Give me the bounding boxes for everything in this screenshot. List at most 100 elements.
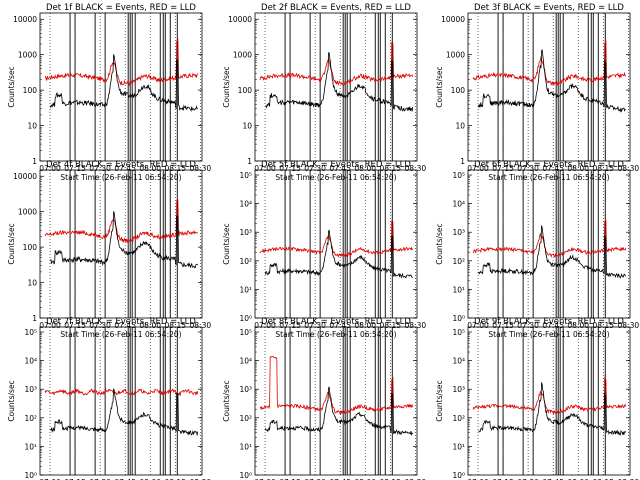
panel-title: Det 5f BLACK = Events, RED = LLD xyxy=(261,160,411,170)
y-axis-label: Counts/sec xyxy=(435,223,444,264)
x-tick-label: 08:15 xyxy=(592,164,614,173)
plot-frame xyxy=(39,169,203,319)
panel-9: Det 9f BLACK = Events, RED = LLD 10⁰ 10¹ 10… xyxy=(435,317,639,480)
y-tick-label: 10000 xyxy=(13,172,37,181)
y-tick-label: 10¹ xyxy=(239,285,252,294)
y-tick-label: 10000 xyxy=(228,15,252,24)
x-tick-label: 08:00 xyxy=(567,478,589,480)
series-lld xyxy=(44,38,199,87)
y-tick-label: 10⁴ xyxy=(452,200,465,209)
plot-frame xyxy=(39,12,203,162)
panel-title: Det 2f BLACK = Events, RED = LLD xyxy=(261,3,411,13)
x-tick-label: 07:15 xyxy=(492,164,514,173)
y-axis-label: Counts/sec xyxy=(222,223,231,264)
plot-frame xyxy=(254,326,418,476)
x-tick-label: 07:30 xyxy=(517,478,539,480)
x-tick-label: 08:30 xyxy=(405,164,427,173)
y-tick-label: 100 xyxy=(238,86,253,95)
y-tick-label: 1 xyxy=(460,157,465,166)
y-axis-label: Counts/sec xyxy=(222,66,231,107)
x-tick-label: 08:30 xyxy=(190,478,212,480)
x-tick-label: 08:00 xyxy=(567,321,589,330)
x-tick-label: 07:45 xyxy=(329,164,351,173)
panel-8: Det 8f BLACK = Events, RED = LLD 10⁰ 10¹ 10… xyxy=(222,317,426,480)
y-axis-label: Counts/sec xyxy=(435,380,444,421)
x-tick-label: 07:45 xyxy=(542,321,564,330)
x-axis-label: Start Time (26-Feb-11 06:54:20) xyxy=(488,330,609,339)
x-tick-label: 07:45 xyxy=(114,164,136,173)
y-tick-label: 10⁰ xyxy=(452,314,465,323)
x-tick-label: 08:30 xyxy=(618,478,640,480)
panel-4: Det 4f BLACK = Events, RED = LLD11010010… xyxy=(7,160,211,339)
y-tick-label: 10⁵ xyxy=(239,328,252,337)
series-events xyxy=(265,386,414,436)
y-tick-label: 10¹ xyxy=(452,285,465,294)
x-axis-label: Start Time (26-Feb-11 06:54:20) xyxy=(60,173,181,182)
y-tick-label: 10 xyxy=(27,122,37,131)
plot-frame xyxy=(39,326,203,476)
x-tick-label: 08:00 xyxy=(139,164,161,173)
x-tick-label: 08:00 xyxy=(139,478,161,480)
y-tick-label: 1 xyxy=(32,314,37,323)
series-lld xyxy=(472,219,627,258)
y-tick-label: 100 xyxy=(23,243,38,252)
x-tick-label: 08:15 xyxy=(379,164,401,173)
series-lld xyxy=(259,355,414,415)
y-tick-label: 10¹ xyxy=(24,442,37,451)
x-tick-label: 07:00 xyxy=(39,164,61,173)
series-events xyxy=(50,54,198,112)
x-tick-label: 07:45 xyxy=(114,478,136,480)
y-tick-label: 1 xyxy=(247,157,252,166)
y-tick-label: 10³ xyxy=(239,228,252,237)
x-tick-label: 08:30 xyxy=(405,321,427,330)
x-tick-label: 07:30 xyxy=(517,164,539,173)
x-tick-label: 07:00 xyxy=(39,321,61,330)
panel-3: Det 3f BLACK = Events, RED = LLD 1 10 100 10… xyxy=(435,3,639,182)
x-tick-label: 07:30 xyxy=(304,478,326,480)
series-lld xyxy=(472,40,627,87)
y-tick-label: 10² xyxy=(24,414,37,423)
y-tick-label: 1000 xyxy=(18,208,37,217)
y-tick-label: 100 xyxy=(23,86,38,95)
x-tick-label: 07:45 xyxy=(542,164,564,173)
y-tick-label: 10⁴ xyxy=(239,200,252,209)
series-lld xyxy=(259,220,414,258)
x-tick-label: 07:15 xyxy=(64,164,86,173)
panel-2: Det 2f BLACK = Events, RED = LLD 1 10 100 10… xyxy=(222,3,426,182)
x-tick-label: 07:15 xyxy=(492,478,514,480)
x-tick-label: 07:45 xyxy=(542,478,564,480)
x-tick-label: 08:15 xyxy=(592,478,614,480)
x-tick-label: 08:15 xyxy=(164,164,186,173)
x-tick-label: 07:45 xyxy=(329,478,351,480)
x-axis-label: Start Time (26-Feb-11 06:54:20) xyxy=(275,173,396,182)
x-tick-label: 07:00 xyxy=(39,478,61,480)
y-tick-label: 10⁰ xyxy=(24,471,37,480)
x-tick-label: 08:00 xyxy=(354,321,376,330)
x-tick-label: 07:15 xyxy=(279,164,301,173)
series-lld xyxy=(44,197,198,244)
y-tick-label: 10⁵ xyxy=(452,328,465,337)
x-tick-label: 08:30 xyxy=(618,321,640,330)
y-tick-label: 10⁰ xyxy=(452,471,465,480)
x-tick-label: 07:30 xyxy=(89,164,111,173)
panel-title: Det 7f BLACK = Events, RED = LLD xyxy=(46,317,196,327)
plot-frame xyxy=(254,169,418,319)
panel-title: Det 9f BLACK = Events, RED = LLD xyxy=(474,317,624,327)
y-tick-label: 10⁵ xyxy=(239,171,252,180)
y-tick-label: 10⁵ xyxy=(24,328,37,337)
y-tick-label: 10000 xyxy=(13,15,37,24)
y-tick-label: 10⁰ xyxy=(239,471,252,480)
x-tick-label: 07:45 xyxy=(114,321,136,330)
plot-frame xyxy=(467,12,631,162)
x-axis-label: Start Time (26-Feb-11 06:54:20) xyxy=(60,330,181,339)
x-tick-label: 07:00 xyxy=(467,478,489,480)
x-tick-label: 07:30 xyxy=(304,164,326,173)
x-tick-label: 07:00 xyxy=(254,164,276,173)
x-tick-label: 07:30 xyxy=(517,321,539,330)
x-axis-label: Start Time (26-Feb-11 06:54:20) xyxy=(488,173,609,182)
panel-title: Det 4f BLACK = Events, RED = LLD xyxy=(46,160,196,170)
panel-6: Det 6f BLACK = Events, RED = LLD10⁰10¹10… xyxy=(435,160,639,339)
x-tick-label: 08:30 xyxy=(190,164,212,173)
panel-1: Det 1f BLACK = Events, RED = LLD 1 10 100 10… xyxy=(7,3,211,182)
x-tick-label: 07:30 xyxy=(89,321,111,330)
